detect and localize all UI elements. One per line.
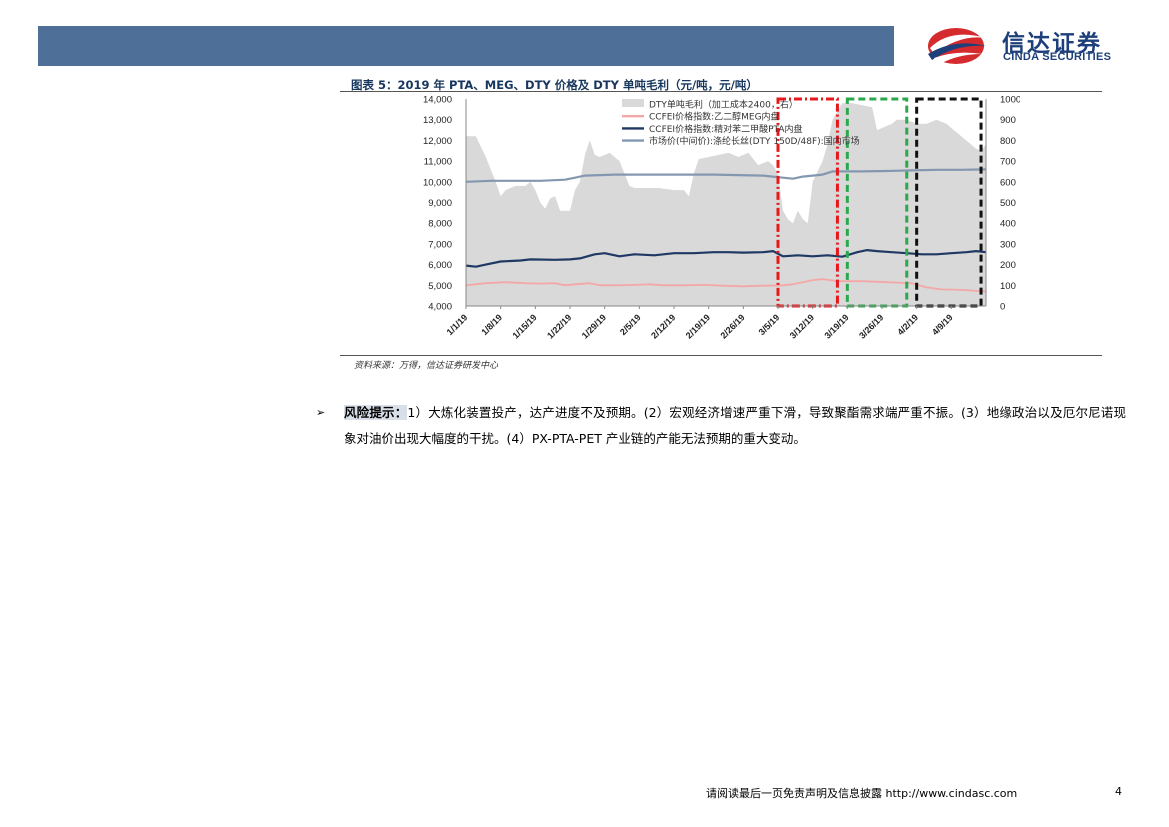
figure-bottom-rule [340, 355, 1102, 356]
x-tick-label: 4/2/19 [895, 312, 920, 337]
logo-cn-text: 信达证券 [1002, 31, 1102, 57]
risk-paragraph: 风险提示：1）大炼化装置投产，达产进度不及预期。(2）宏观经济增速严重下滑，导致… [344, 400, 1126, 452]
company-logo: 信达证券 CINDA SECURITIES [920, 22, 1130, 68]
y-left-tick-label: 5,000 [428, 281, 452, 292]
legend-swatch-area [622, 99, 644, 107]
dty-margin-area [466, 103, 986, 306]
highlight-box-0 [776, 97, 839, 308]
risk-label: 风险提示： [344, 405, 408, 420]
header-bar [38, 26, 894, 66]
legend-label: DTY单吨毛利（加工成本2400，右） [649, 99, 798, 111]
y-left-tick-label: 7,000 [428, 239, 452, 250]
logo-en-text: CINDA SECURITIES [1003, 51, 1112, 63]
y-right-tick-label: 500 [1000, 198, 1016, 209]
y-left-tick-label: 12,000 [423, 136, 452, 147]
series-line-dty [465, 168, 987, 183]
figure-title: 图表 5：2019 年 PTA、MEG、DTY 价格及 DTY 单吨毛利（元/吨… [351, 78, 758, 92]
series-line-meg [465, 278, 987, 293]
x-tick-label: 3/12/19 [788, 312, 816, 340]
y-right-tick-label: 1000 [1000, 95, 1020, 106]
y-right-tick-label: 600 [1000, 177, 1016, 188]
x-tick-label: 2/26/19 [718, 312, 746, 340]
risk-section: ➢ 风险提示：1）大炼化装置投产，达产进度不及预期。(2）宏观经济增速严重下滑，… [316, 400, 1126, 452]
x-tick-label: 1/8/19 [479, 312, 504, 337]
y-right-tick-label: 400 [1000, 219, 1016, 230]
y-left-tick-label: 9,000 [428, 198, 452, 209]
x-tick-label: 4/9/19 [930, 312, 955, 337]
arrow-bullet-icon: ➢ [316, 406, 326, 419]
highlight-box-1 [845, 97, 909, 308]
legend-label: CCFEI价格指数:乙二醇MEG内盘 [649, 111, 780, 123]
source-note: 资料来源：万得，信达证券研发中心 [354, 361, 499, 371]
price-margin-chart: 4,000 5,000 6,000 7,000 8,000 9,000 10,000 11,0… [423, 95, 1020, 341]
x-tick-label: 2/12/19 [649, 312, 677, 340]
x-tick-label: 2/19/19 [684, 312, 712, 340]
x-tick-label: 1/22/19 [545, 312, 573, 340]
cinda-logo-icon [928, 28, 986, 64]
y-left-tick-label: 6,000 [428, 260, 452, 271]
y-left-tick-label: 11,000 [424, 157, 452, 168]
y-left-tick-label: 14,000 [423, 95, 452, 106]
page-number: 4 [1115, 785, 1122, 798]
y-left-tick-label: 8,000 [428, 219, 452, 230]
x-tick-label: 1/29/19 [580, 312, 608, 340]
x-tick-label: 1/1/19 [445, 312, 470, 337]
risk-text: 1）大炼化装置投产，达产进度不及预期。(2）宏观经济增速严重下滑，导致聚酯需求端… [344, 405, 1126, 446]
y-left-tick-label: 13,000 [423, 115, 452, 126]
y-right-tick-label: 100 [1000, 281, 1016, 292]
y-right-tick-label: 200 [1000, 260, 1016, 271]
footer-disclaimer: 请阅读最后一页免责声明及信息披露 http://www.cindasc.com [706, 787, 1018, 800]
y-right-tick-label: 900 [1000, 115, 1016, 126]
x-tick-label: 1/15/19 [510, 312, 538, 340]
y-right-tick-label: 0 [1000, 302, 1005, 313]
y-left-tick-label: 4,000 [428, 302, 452, 313]
x-tick-label: 3/5/19 [757, 312, 782, 337]
y-right-tick-label: 300 [1000, 239, 1016, 250]
legend-label: 市场价(中间价):涤纶长丝(DTY 150D/48F):国内市场 [649, 135, 860, 147]
x-tick-label: 3/26/19 [857, 312, 885, 340]
y-right-tick-label: 700 [1000, 157, 1016, 168]
x-tick-label: 3/19/19 [822, 312, 850, 340]
y-right-tick-label: 800 [1000, 136, 1016, 147]
figure-top-rule [340, 91, 1102, 92]
legend-label: CCFEI价格指数:精对苯二甲酸PTA内盘 [649, 123, 803, 135]
x-tick-label: 2/5/19 [618, 312, 643, 337]
y-left-tick-label: 10,000 [423, 177, 452, 188]
